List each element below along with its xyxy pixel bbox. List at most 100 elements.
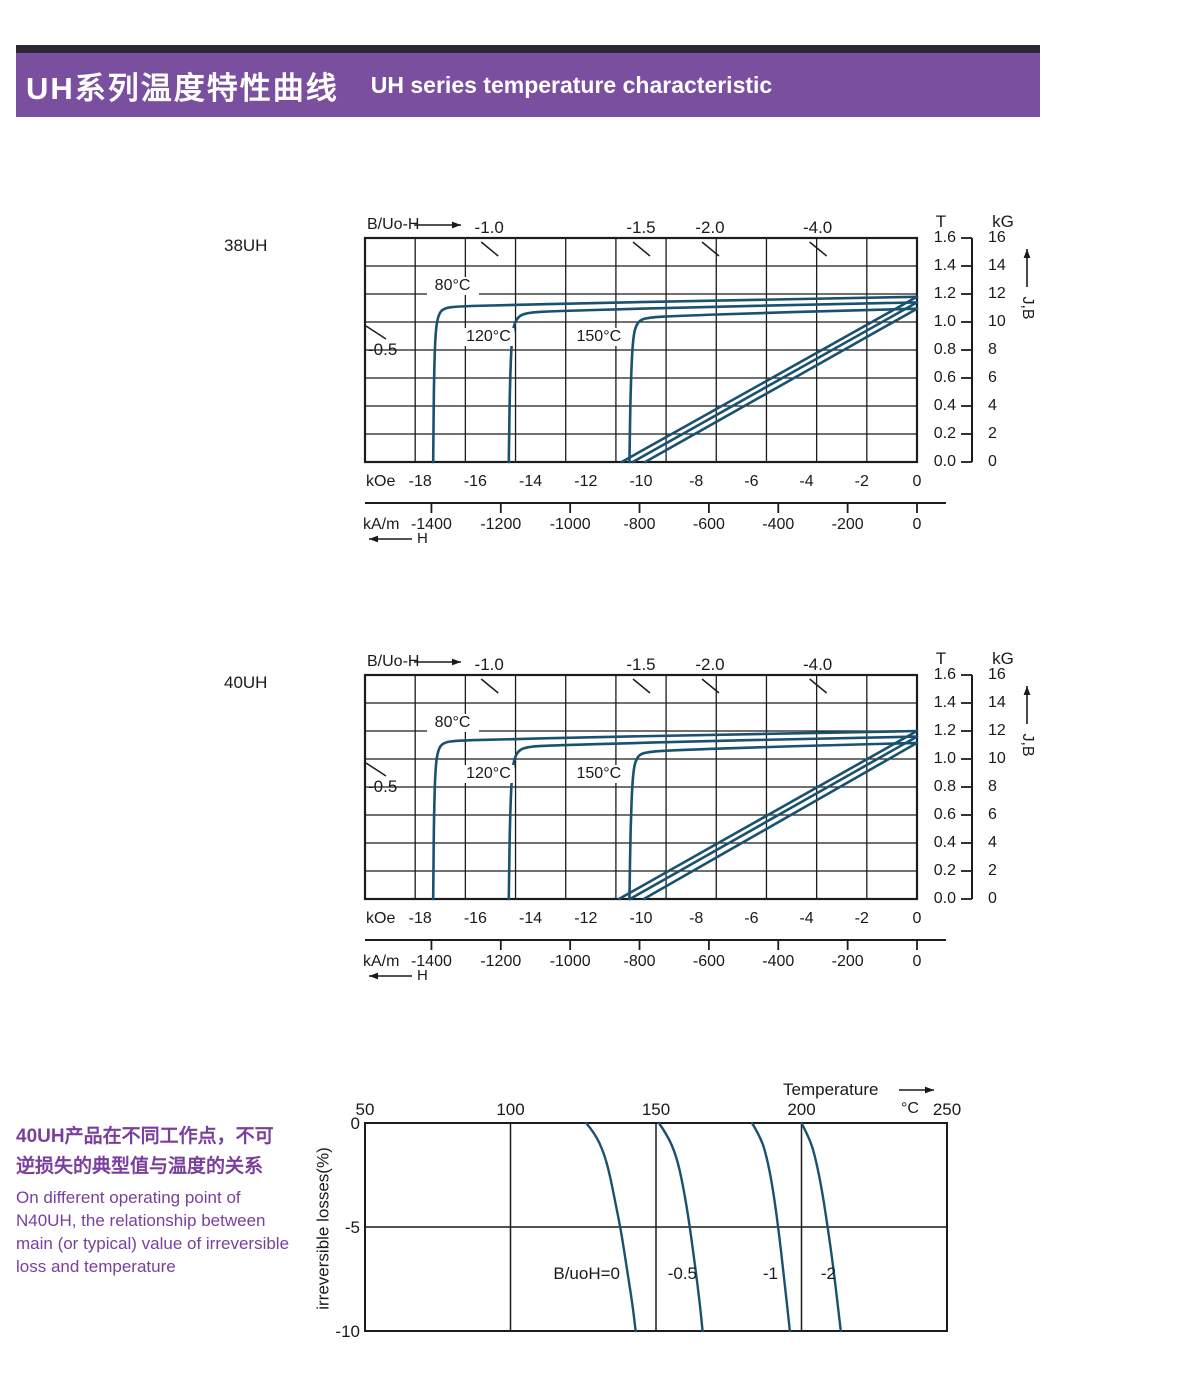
y-tick-label-kG: 8: [988, 341, 997, 358]
jb-axis-label: J,B: [1019, 296, 1036, 320]
h-axis-arrow-head: [369, 972, 378, 980]
h-axis-label: H: [417, 530, 428, 547]
h-axis-label: H: [417, 967, 428, 984]
y-tick-label-kG: 12: [988, 285, 1006, 302]
x-tick-label-kam: -1400: [410, 953, 452, 970]
x-tick-label-koe: -10: [629, 910, 653, 927]
page-title-en: UH series temperature characteristic: [370, 71, 773, 98]
y-tick-label-kG: 4: [988, 397, 997, 414]
y-tick-label-T: 0.0: [933, 890, 956, 907]
y-tick-label-T: 0.6: [933, 806, 956, 823]
x-tick-label-koe: -12: [574, 473, 598, 490]
y-tick-label-kG: 14: [988, 257, 1006, 274]
temp-curve-label: 80°C: [426, 713, 479, 732]
y-tick-label-kG: 6: [988, 806, 997, 823]
y-tick-label-kG: 16: [988, 666, 1006, 683]
temp-curve-label: 80°C: [426, 276, 479, 295]
y-tick-label-kG: 10: [988, 313, 1006, 330]
x-tick-label-koe: -18: [408, 473, 432, 490]
load-line-label: -2.0: [695, 218, 725, 237]
load-line-label: -1.0: [474, 218, 504, 237]
load-line-label: -4.0: [802, 655, 833, 674]
side-note-en-line1: On different operating point of: [16, 1188, 241, 1207]
y-tick-label-T: 1.2: [933, 285, 956, 302]
loss-curve-label: -2: [820, 1264, 836, 1283]
y-tick-label-kG: 12: [988, 722, 1006, 739]
x-axis-unit-koe: kOe: [366, 910, 396, 927]
header-bar: UH系列温度特性曲线 UH series temperature charact…: [16, 53, 1040, 117]
load-line-label: -2.0: [695, 655, 725, 674]
load-line-label: -1.0: [474, 655, 504, 674]
x-tick-label-koe: -14: [519, 910, 543, 927]
y-tick-label-kG: 10: [988, 750, 1006, 767]
x-axis-unit: °C: [901, 1100, 919, 1117]
curve-J-H-80°C: [431, 729, 919, 901]
x-axis-title: Temperature: [783, 1080, 879, 1099]
side-note-en-line2: N40UH, the relationship between: [16, 1211, 266, 1230]
x-tick-label-kam: 0: [912, 953, 922, 970]
x-tick-label-koe: -16: [463, 473, 487, 490]
jb-axis-label: J,B: [1019, 733, 1036, 757]
curve-B-H-80°C: [617, 729, 919, 901]
top-axis-label: B/Uo-H: [367, 653, 420, 670]
x-tick-label-koe: -6: [744, 473, 759, 490]
y-axis-unit-kG: kG: [992, 212, 1014, 231]
x-tick-label-kam: -600: [692, 953, 725, 970]
load-line-tick: [632, 678, 651, 694]
load-line-tick: [809, 241, 828, 257]
x-tick-label-koe: -6: [744, 910, 759, 927]
x-tick-label-kam: -1200: [480, 516, 522, 533]
y-tick-label-T: 0.8: [933, 341, 956, 358]
b-uoh-arrow-head: [452, 221, 461, 229]
x-tick-label-koe: -8: [689, 910, 704, 927]
x-tick-label: 150: [641, 1100, 671, 1119]
curve-B-H-120°C: [631, 301, 919, 464]
temperature-arrow-head: [925, 1086, 934, 1094]
curve-B-H-150°C: [642, 741, 919, 901]
plot-border: [363, 673, 919, 901]
side-note-zh-line1: 40UH产品在不同工作点，不可: [16, 1126, 274, 1147]
y-tick-label-kG: 14: [988, 694, 1006, 711]
loss-curve-B-uoH-0: [584, 1121, 637, 1333]
x-tick-label-kam: -600: [692, 516, 725, 533]
x-axis-unit-kam: kA/m: [363, 953, 400, 970]
load-line-tick: [701, 678, 720, 694]
loss-curve--0.5: [657, 1121, 704, 1333]
y-axis-unit-T: T: [935, 649, 947, 668]
y-tick-label-T: 0.2: [933, 862, 956, 879]
load-line-tick: [365, 762, 387, 777]
plot-border: [363, 236, 919, 464]
y-tick-label-T: 1.4: [933, 257, 956, 274]
jb-axis-arrow-head: [1023, 249, 1031, 258]
y-tick-label-kG: 2: [988, 425, 997, 442]
load-line-tick: [365, 325, 387, 340]
y-tick-label-kG: 8: [988, 778, 997, 795]
load-line-label: -1.5: [626, 655, 656, 674]
x-tick-label-koe: -14: [519, 473, 543, 490]
y-tick-label: 0: [350, 1114, 360, 1133]
x-tick-label-kam: -1000: [549, 953, 591, 970]
y-tick-label-kG: 0: [988, 453, 997, 470]
y-axis-title: irreversible losses(%): [313, 1147, 333, 1310]
temp-curve-label: 150°C: [572, 765, 625, 784]
x-tick-label-koe: -10: [629, 473, 653, 490]
x-tick-label-kam: -200: [831, 953, 864, 970]
y-tick-label-T: 0.8: [933, 778, 956, 795]
y-tick-label: -5: [344, 1218, 360, 1237]
x-tick-label-kam: 0: [912, 516, 922, 533]
x-tick-label-koe: -8: [689, 473, 704, 490]
loss-curve-label: -0.5: [667, 1264, 697, 1283]
y-tick-label: -10: [335, 1322, 360, 1341]
side-note-en-line3: main (or typical) value of irreversible: [16, 1234, 290, 1253]
top-axis-label: B/Uo-H: [367, 216, 420, 233]
curve-J-H-80°C: [431, 295, 919, 464]
temp-curve-label: 120°C: [462, 328, 515, 347]
y-tick-label-T: 0.0: [933, 453, 956, 470]
loss-curve--1: [750, 1121, 792, 1333]
load-line-label: -0.5: [368, 777, 398, 796]
curve-J-H-120°C: [507, 301, 919, 464]
y-tick-label-T: 0.6: [933, 369, 956, 386]
temp-curve-label: 150°C: [572, 328, 625, 347]
curve-J-H-150°C: [628, 307, 919, 464]
